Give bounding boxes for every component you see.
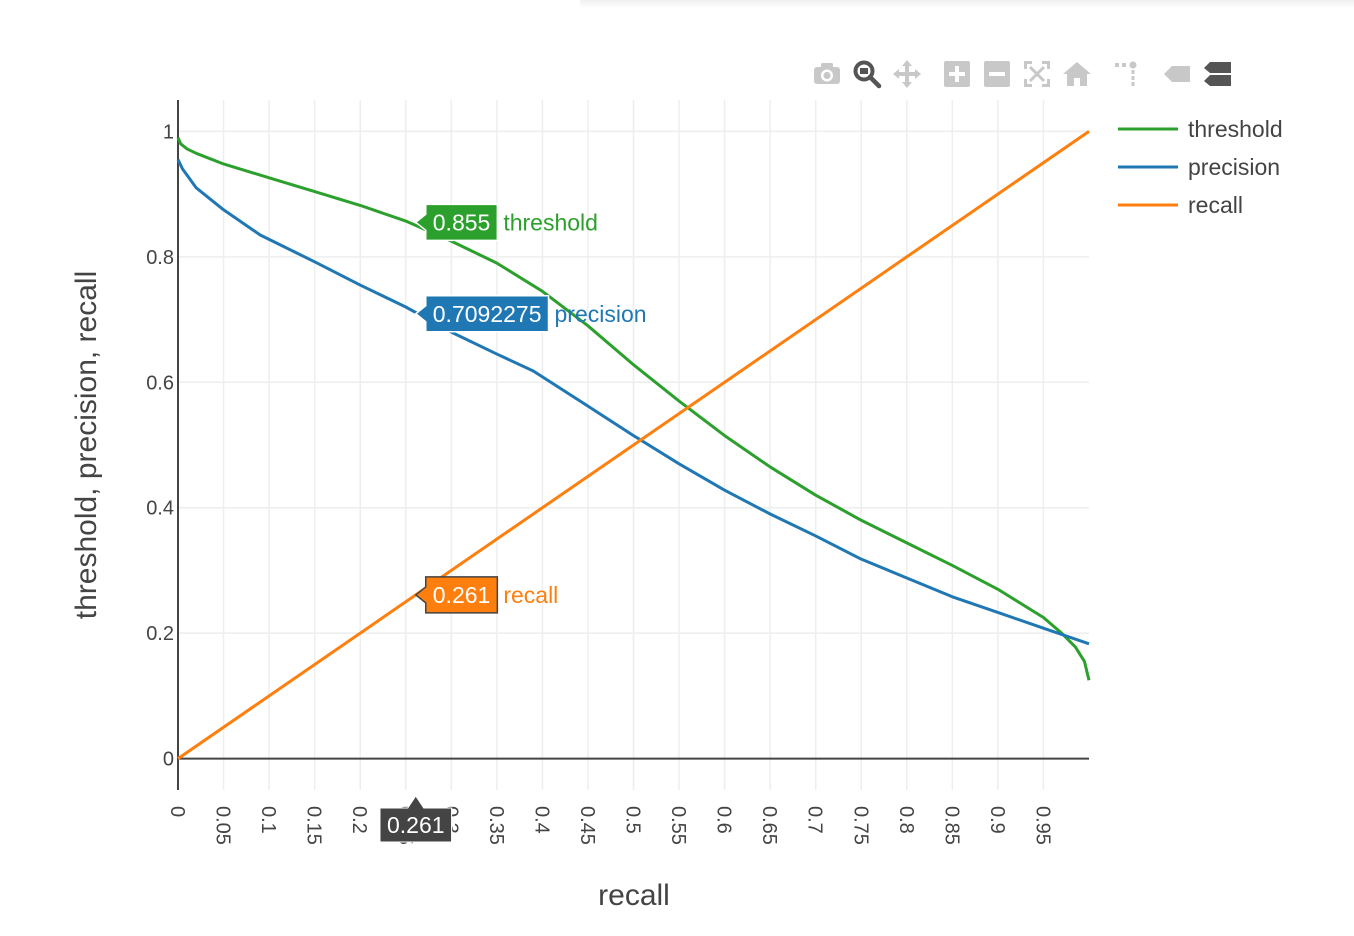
hover-name-recall: recall xyxy=(503,582,558,608)
x-tick-label: 0 xyxy=(166,806,188,817)
spike-lines-icon xyxy=(1115,61,1137,86)
series-line-precision[interactable] xyxy=(176,158,1090,646)
x-tick-label: 0.6 xyxy=(713,806,735,834)
series-line-recall[interactable] xyxy=(177,130,1090,760)
x-tick-label: 0.8 xyxy=(895,806,917,834)
hover-box-precision xyxy=(414,295,550,333)
hover-labels: 0.855 threshold 0.7092275 precision 0.261 rec… xyxy=(379,203,647,843)
legend-label: threshold xyxy=(1188,116,1283,142)
y-axis-title: threshold, precision, recall xyxy=(70,271,103,620)
hover-value-threshold: 0.855 xyxy=(433,209,491,235)
x-tick-label: 0.7 xyxy=(804,806,826,834)
axes xyxy=(177,100,1089,790)
x-tick-label: 0.65 xyxy=(758,806,780,845)
x-axis-title: recall xyxy=(598,879,670,912)
legend[interactable]: threshold precision recall xyxy=(1118,116,1283,218)
reset-axes-button[interactable] xyxy=(1060,57,1094,91)
x-tick-label: 0.2 xyxy=(348,806,370,834)
x-tick-label: 0.95 xyxy=(1031,806,1053,845)
hover-closest-icon xyxy=(1164,66,1190,82)
hover-value-precision: 0.7092275 xyxy=(433,301,542,327)
reset-axes-icon xyxy=(1063,62,1091,86)
zoom-button[interactable] xyxy=(850,57,884,91)
y-tick-label: 0.8 xyxy=(146,247,174,269)
zoom-icon xyxy=(853,60,882,89)
x-tick-label: 0.55 xyxy=(667,806,689,845)
hover-compare-icon xyxy=(1204,62,1231,86)
hover-name-precision: precision xyxy=(555,301,647,327)
zoom-in-button[interactable] xyxy=(940,57,974,91)
x-tick-label: 0.75 xyxy=(849,806,871,845)
series-lines xyxy=(176,130,1091,760)
zoom-out-button[interactable] xyxy=(980,57,1014,91)
legend-item-precision[interactable]: precision xyxy=(1118,154,1280,180)
y-tick-label: 0.6 xyxy=(146,372,174,394)
y-tick-label: 0.2 xyxy=(146,623,174,645)
autoscale-icon xyxy=(1024,61,1050,87)
x-tick-label: 0.85 xyxy=(940,806,962,845)
camera-icon xyxy=(814,63,840,84)
series-line-threshold[interactable] xyxy=(176,137,1091,681)
pan-icon xyxy=(893,60,921,88)
spike-lines-button[interactable] xyxy=(1110,57,1144,91)
modebar xyxy=(810,56,1240,92)
y-tick-label: 1 xyxy=(163,121,174,143)
grid xyxy=(178,100,1089,790)
camera-button[interactable] xyxy=(810,57,844,91)
y-tick-label: 0.4 xyxy=(146,498,174,520)
x-tick-label: 0.9 xyxy=(986,806,1008,834)
hover-box-recall xyxy=(414,576,499,614)
legend-item-recall[interactable]: recall xyxy=(1118,192,1243,218)
hover-x-box xyxy=(379,795,453,843)
legend-label: recall xyxy=(1188,192,1243,218)
zoom-in-icon xyxy=(944,61,970,87)
hover-closest-button[interactable] xyxy=(1160,57,1194,91)
autoscale-button[interactable] xyxy=(1020,57,1054,91)
x-tick-label: 0.15 xyxy=(303,806,325,845)
y-tick-label: 0 xyxy=(163,749,174,771)
x-tick-labels: 00.050.10.150.20.250.30.350.40.450.50.55… xyxy=(166,806,1053,845)
pan-button[interactable] xyxy=(890,57,924,91)
x-tick-label: 0.5 xyxy=(622,806,644,834)
hover-x-value: 0.261 xyxy=(387,812,445,838)
x-tick-label: 0.45 xyxy=(576,806,598,845)
hover-value-recall: 0.261 xyxy=(433,582,491,608)
hover-box-threshold xyxy=(414,203,499,242)
x-tick-label: 0.4 xyxy=(530,806,552,834)
x-tick-label: 0.05 xyxy=(212,806,234,845)
legend-label: precision xyxy=(1188,154,1280,180)
hover-name-threshold: threshold xyxy=(503,209,598,235)
y-tick-labels: 0 0.2 0.4 0.6 0.8 1 xyxy=(146,121,174,770)
top-shadow xyxy=(580,0,1354,8)
legend-item-threshold[interactable]: threshold xyxy=(1118,116,1283,142)
zoom-out-icon xyxy=(984,61,1010,87)
x-tick-label: 0.35 xyxy=(485,806,507,845)
x-tick-label: 0.1 xyxy=(257,806,279,834)
hover-compare-button[interactable] xyxy=(1200,57,1234,91)
